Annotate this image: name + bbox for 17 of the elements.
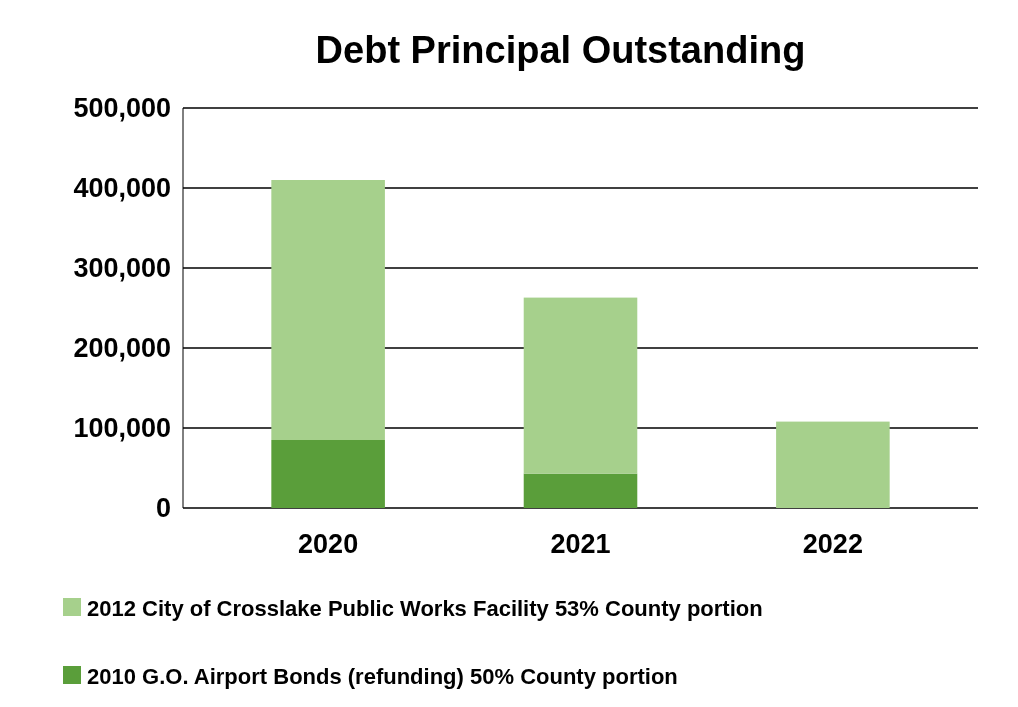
bar — [776, 421, 890, 508]
bar — [523, 473, 638, 508]
bar — [271, 180, 385, 440]
y-tick-label: 100,000 — [73, 413, 171, 444]
chart-title: Debt Principal Outstanding — [315, 29, 806, 71]
legend-label: 2012 City of Crosslake Public Works Facility 53% County portion — [87, 595, 763, 621]
legend-label: 2010 G.O. Airport Bonds (refunding) 50% County portion — [87, 663, 678, 689]
y-tick-label: 300,000 — [73, 253, 171, 284]
y-tick-label: 0 — [155, 493, 171, 524]
y-tick-label: 200,000 — [73, 333, 171, 364]
x-tick-label: 2021 — [550, 529, 611, 559]
x-tick-label: 2022 — [802, 529, 863, 559]
y-tick-label: 500,000 — [73, 93, 171, 124]
y-tick-label: 400,000 — [73, 173, 171, 204]
x-tick-label: 2020 — [298, 529, 359, 559]
bar — [523, 297, 638, 474]
bar — [271, 440, 385, 508]
